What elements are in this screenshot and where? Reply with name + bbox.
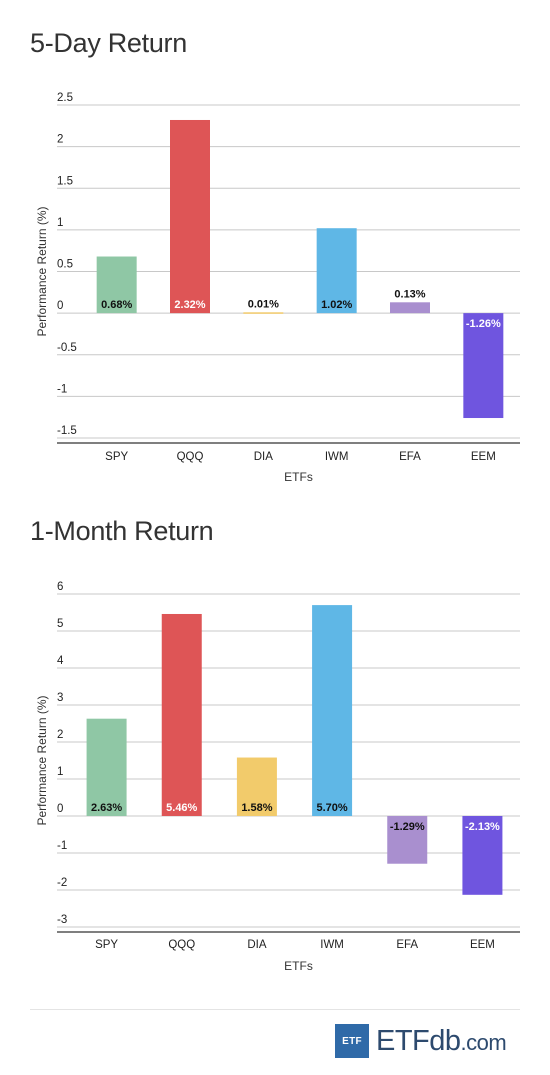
y-tick-label: 0 — [57, 803, 63, 815]
x-tick-label: EEM — [470, 939, 495, 951]
x-tick-label: SPY — [105, 451, 128, 463]
y-tick-label: 6 — [57, 581, 63, 593]
bar-qqq — [161, 613, 202, 816]
bar-qqq — [170, 119, 210, 314]
x-tick-label: EEM — [471, 451, 496, 463]
y-tick-label: -1.5 — [57, 425, 77, 437]
bar-efa — [390, 302, 430, 314]
y-tick-label: 2 — [57, 134, 63, 146]
data-label: 0.13% — [394, 288, 425, 300]
etf-logo-icon: ETF — [335, 1024, 369, 1058]
data-label: 0.01% — [248, 298, 279, 310]
logo-wordmark: ETFdb.com — [376, 1024, 507, 1057]
chart-title-1month: 1-Month Return — [30, 516, 214, 546]
x-tick-label: EFA — [399, 451, 421, 463]
footer-divider — [30, 1009, 520, 1010]
y-tick-label: 2 — [57, 729, 63, 741]
bar-spy — [86, 718, 127, 816]
bar-iwm — [316, 228, 357, 314]
bar-eem — [463, 313, 504, 419]
data-label: 2.32% — [174, 299, 205, 311]
chart-title-5day: 5-Day Return — [30, 28, 187, 58]
x-tick-label: IWM — [320, 939, 344, 951]
y-tick-label: 3 — [57, 692, 63, 704]
y-tick-label: -1 — [57, 383, 67, 395]
y-tick-label: 0 — [57, 300, 63, 312]
y-tick-label: 4 — [57, 655, 64, 667]
y-tick-label: 2.5 — [57, 92, 73, 104]
x-tick-label: IWM — [325, 451, 349, 463]
data-label: 5.70% — [316, 802, 347, 814]
data-label: -1.29% — [390, 821, 425, 833]
bar-dia — [236, 757, 277, 816]
etfdb-logo[interactable]: ETF ETFdb.com — [335, 1023, 507, 1059]
data-label: 0.68% — [101, 299, 132, 311]
x-axis-title: ETFs — [284, 959, 313, 973]
data-label: 1.58% — [241, 802, 272, 814]
bar-efa — [387, 816, 428, 864]
y-axis-title: Performance Return (%) — [35, 206, 49, 336]
x-axis-title: ETFs — [284, 470, 313, 484]
y-tick-label: 1.5 — [57, 175, 73, 187]
data-label: 5.46% — [166, 802, 197, 814]
bar-chart-1month: 6 5 4 3 2 1 0 -1 -2 -3 Performance Return (%) ETFs 2… — [35, 581, 520, 973]
data-label: 1.02% — [321, 299, 352, 311]
x-tick-label: DIA — [247, 939, 267, 951]
bar-dia — [243, 312, 284, 314]
data-label: -1.26% — [466, 318, 501, 330]
y-tick-label: -0.5 — [57, 342, 77, 354]
x-tick-label: QQQ — [168, 939, 195, 951]
x-tick-label: QQQ — [177, 451, 204, 463]
bar-chart-5day: 2.5 2 1.5 1 0.5 0 -0.5 -1 -1.5 Performance Return… — [35, 92, 520, 484]
bar-iwm — [312, 605, 353, 816]
data-label: -2.13% — [465, 821, 500, 833]
x-tick-label: DIA — [254, 451, 274, 463]
y-tick-label: -3 — [57, 914, 67, 926]
y-tick-label: -2 — [57, 877, 67, 889]
y-tick-label: -1 — [57, 840, 67, 852]
y-tick-label: 5 — [57, 618, 63, 630]
x-tick-label: SPY — [95, 939, 118, 951]
x-tick-label: EFA — [396, 939, 418, 951]
bar-spy — [96, 256, 137, 314]
bar-eem — [462, 816, 503, 895]
y-tick-label: 0.5 — [57, 259, 73, 271]
y-axis-title: Performance Return (%) — [35, 695, 49, 825]
data-label: 2.63% — [91, 802, 122, 814]
y-tick-label: 1 — [57, 217, 63, 229]
y-tick-label: 1 — [57, 766, 63, 778]
